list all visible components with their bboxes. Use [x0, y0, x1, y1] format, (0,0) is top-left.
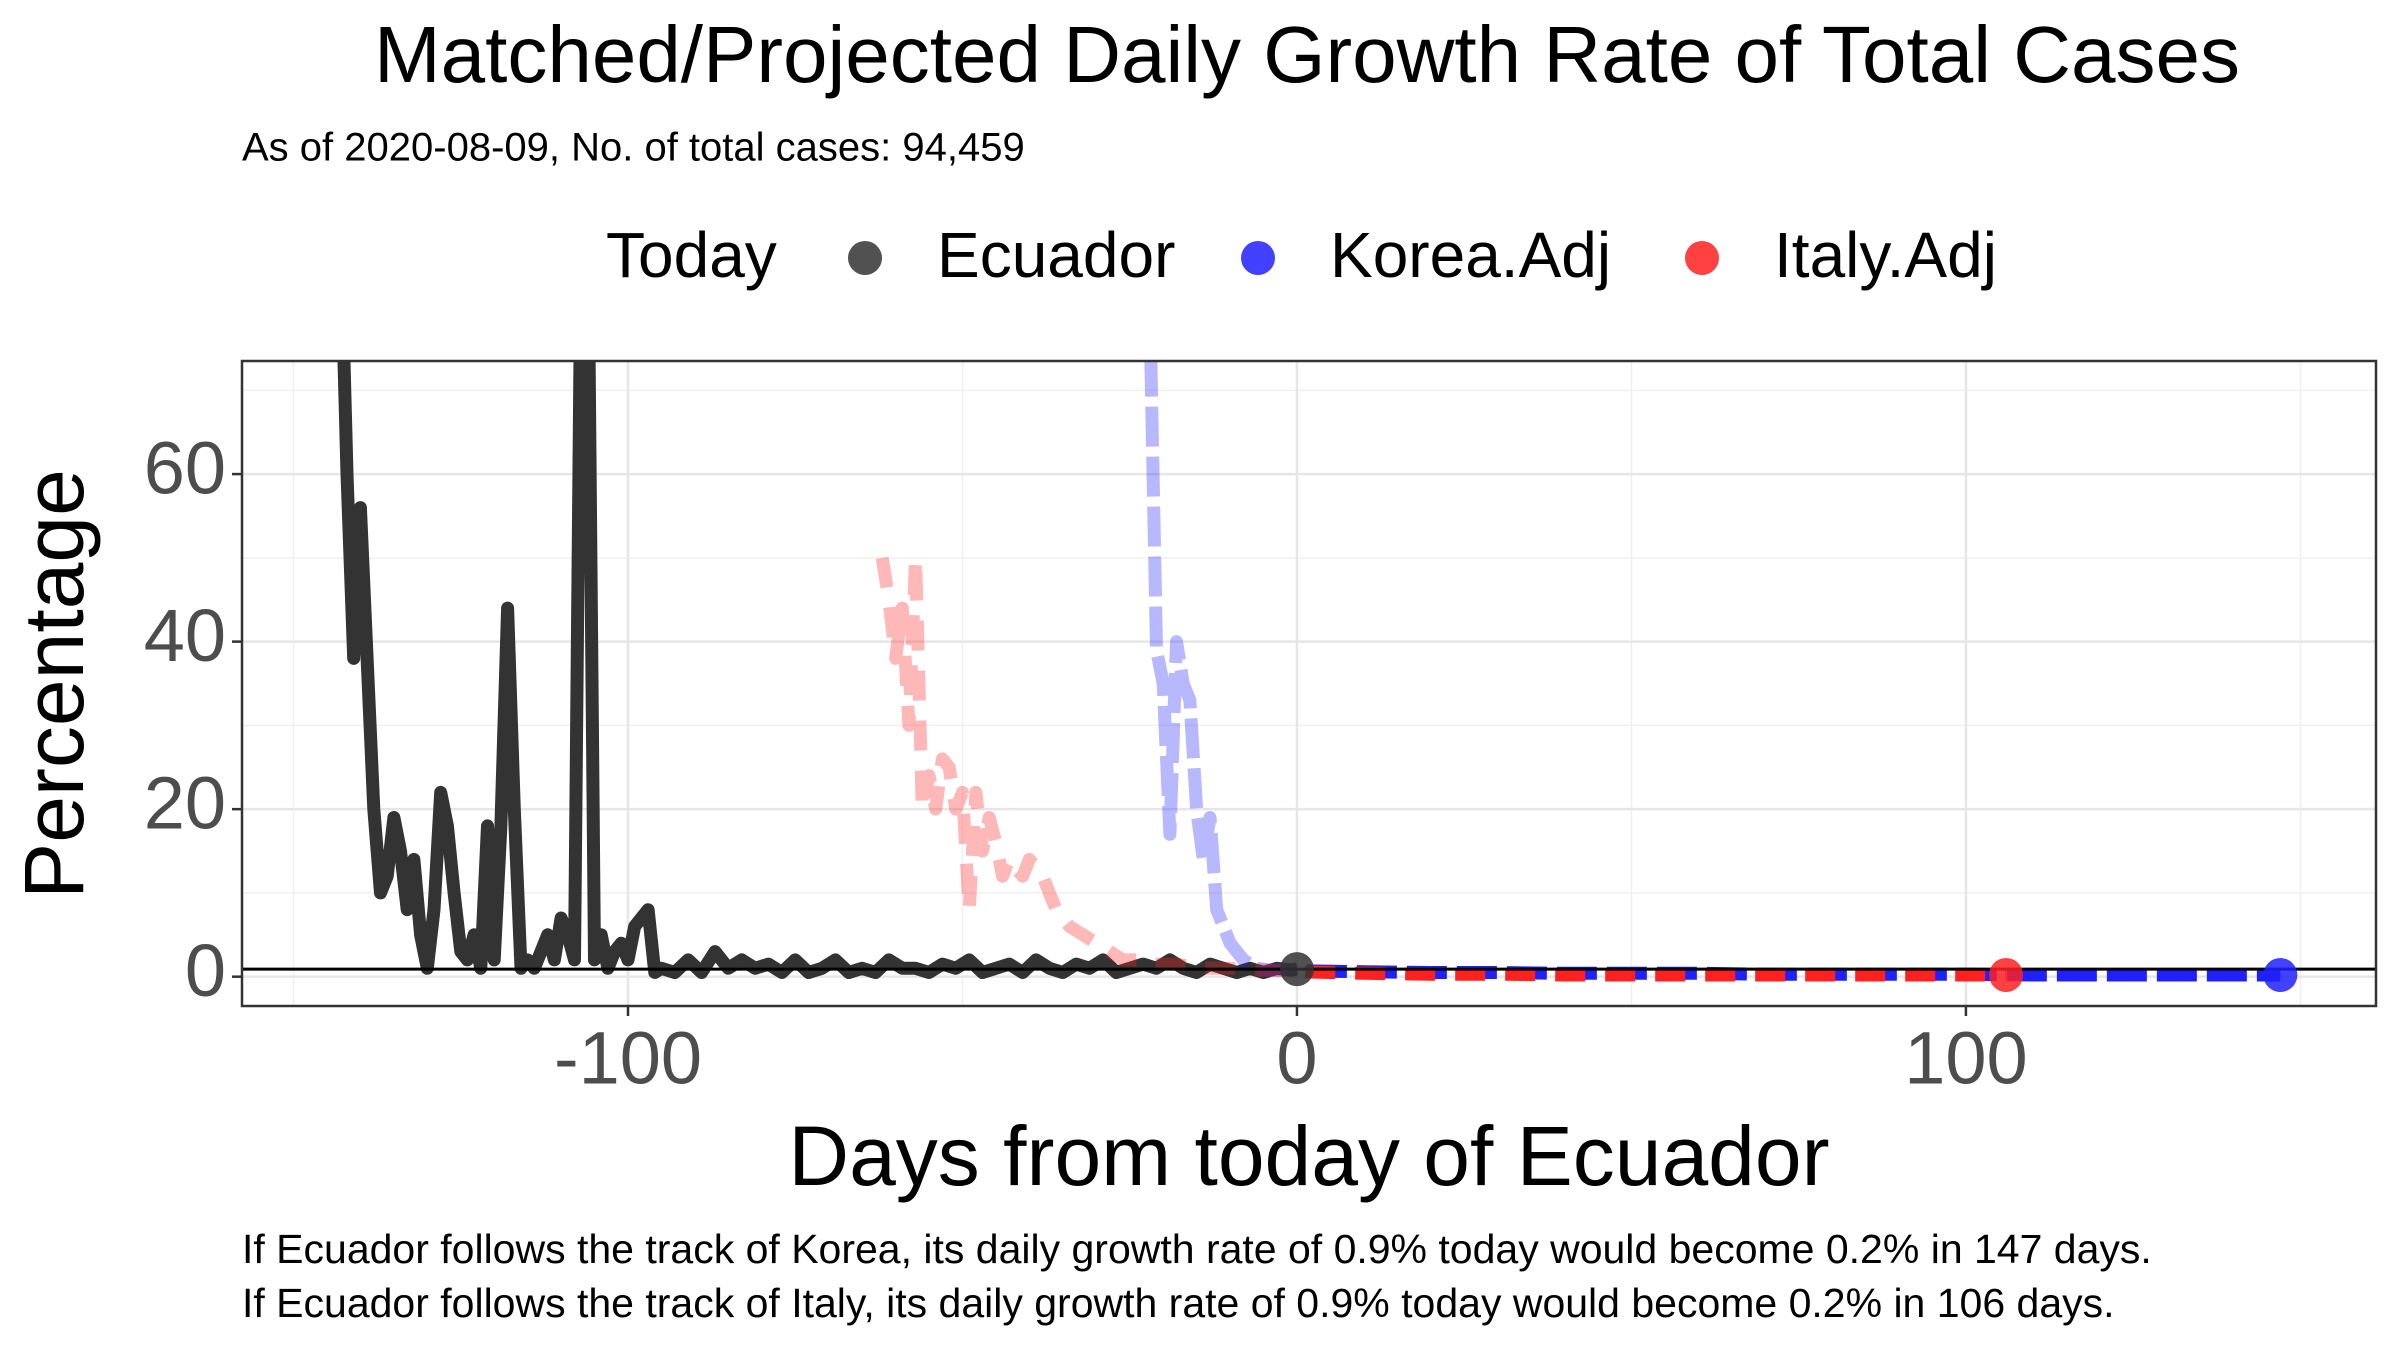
x-axis-title: Days from today of Ecuador — [788, 1109, 1829, 1203]
y-tick-label: 60 — [144, 427, 226, 510]
today-point — [2263, 958, 2298, 993]
series-line — [875, 551, 2007, 982]
plot-border — [240, 359, 2378, 1008]
legend-marker — [1685, 241, 1719, 275]
y-tick-label: 0 — [185, 929, 226, 1012]
x-tick-label: -100 — [554, 1017, 702, 1100]
chart-subtitle: As of 2020-08-09, No. of total cases: 94… — [242, 126, 1025, 170]
legend-label: Italy.Adj — [1774, 219, 1997, 291]
legend-title: Today — [606, 219, 777, 291]
legend-label: Ecuador — [937, 219, 1175, 291]
legend-marker — [1241, 241, 1275, 275]
footnote: If Ecuador follows the track of Korea, i… — [242, 1226, 2152, 1272]
y-tick-label: 40 — [144, 594, 226, 677]
x-tick-label: 0 — [1276, 1017, 1317, 1100]
today-point — [1279, 952, 1314, 987]
y-tick-label: 20 — [144, 762, 226, 845]
footnote: If Ecuador follows the track of Italy, i… — [242, 1280, 2115, 1326]
plot-area — [242, 361, 2376, 993]
legend-marker — [848, 241, 882, 275]
legend-label: Korea.Adj — [1330, 219, 1611, 291]
today-point — [1989, 958, 2024, 993]
chart-title: Matched/Projected Daily Growth Rate of T… — [374, 10, 2240, 99]
y-axis-title: Percentage — [7, 469, 101, 899]
x-tick-label: 100 — [1904, 1017, 2027, 1100]
